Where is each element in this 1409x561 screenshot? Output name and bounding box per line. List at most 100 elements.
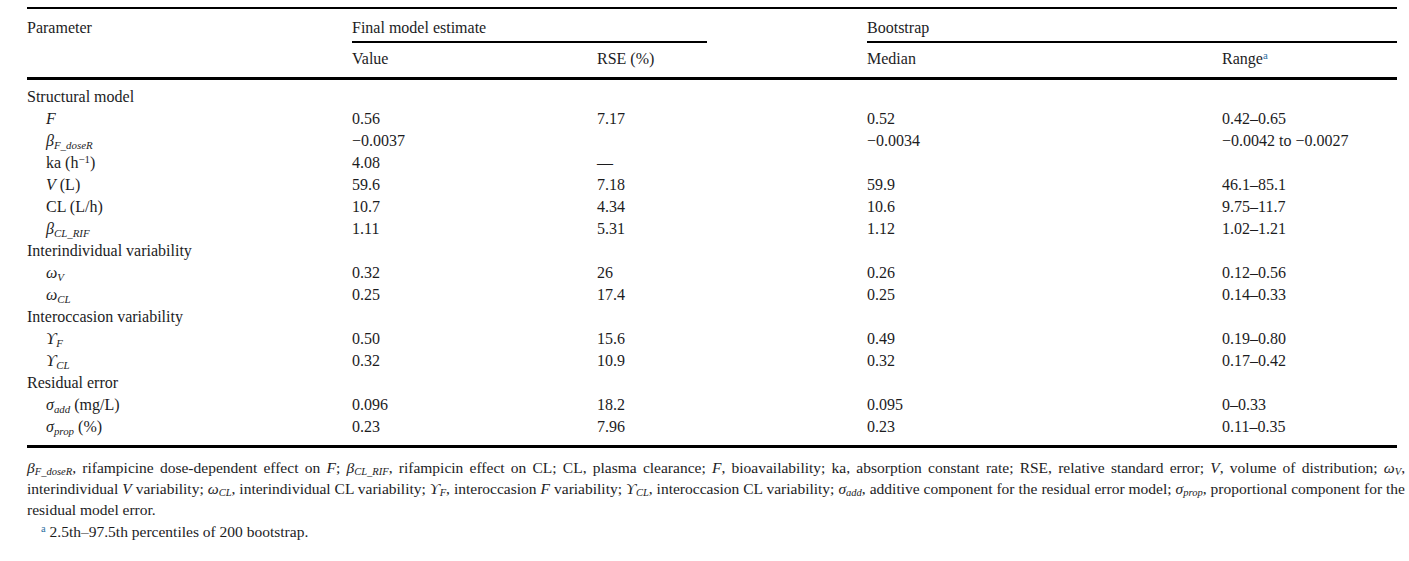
param-label: σadd (mg/L)	[27, 394, 352, 416]
cell-rse: 26	[597, 262, 867, 284]
table-row: βCL_RIF 1.11 5.31 1.12 1.02–1.21	[27, 218, 1397, 240]
table-footnotes: βF_doseR, rifampicine dose-dependent eff…	[27, 457, 1405, 542]
cell-range: 0.14–0.33	[1222, 284, 1397, 306]
cell-rse: 5.31	[597, 218, 867, 240]
cell-range: 9.75–11.7	[1222, 196, 1397, 218]
bootstrap-note-text: 2.5th–97.5th percentiles of 200 bootstra…	[50, 523, 309, 540]
table-row: Structural model	[27, 78, 1397, 108]
cell-median: 0.32	[867, 350, 1222, 372]
table-row: Residual error	[27, 372, 1397, 394]
column-header-value: Value	[352, 43, 597, 78]
param-label: F	[27, 108, 352, 130]
param-label: ωV	[27, 262, 352, 284]
cell-range	[1222, 78, 1397, 108]
table-row: σadd (mg/L) 0.096 18.2 0.095 0–0.33	[27, 394, 1397, 416]
column-header-median: Median	[867, 43, 1222, 78]
cell-median: 0.49	[867, 328, 1222, 350]
param-label: ϒF	[27, 328, 352, 350]
cell-median	[867, 78, 1222, 108]
cell-value	[352, 306, 597, 328]
cell-range: 46.1–85.1	[1222, 174, 1397, 196]
table-header: Parameter Final model estimate Bootstrap…	[27, 8, 1397, 78]
cell-median: −0.0034	[867, 130, 1222, 152]
abbreviations-note: βF_doseR, rifampicine dose-dependent eff…	[27, 457, 1405, 520]
table-row: ωV 0.32 26 0.26 0.12–0.56	[27, 262, 1397, 284]
table-row: ϒCL 0.32 10.9 0.32 0.17–0.42	[27, 350, 1397, 372]
cell-median: 0.52	[867, 108, 1222, 130]
group-label-bootstrap: Bootstrap	[867, 18, 1397, 43]
cell-value	[352, 240, 597, 262]
cell-value: 4.08	[352, 152, 597, 174]
table-row: Interindividual variability	[27, 240, 1397, 262]
cell-rse: 7.96	[597, 416, 867, 447]
table-row: V (L) 59.6 7.18 59.9 46.1–85.1	[27, 174, 1397, 196]
param-label: σprop (%)	[27, 416, 352, 447]
param-label: βCL_RIF	[27, 218, 352, 240]
param-label: Structural model	[27, 78, 352, 108]
cell-range: 0.12–0.56	[1222, 262, 1397, 284]
cell-rse: —	[597, 152, 867, 174]
paper-table-page: Parameter Final model estimate Bootstrap…	[0, 0, 1409, 542]
cell-value: 10.7	[352, 196, 597, 218]
cell-range: 0.19–0.80	[1222, 328, 1397, 350]
cell-range	[1222, 152, 1397, 174]
param-label: Interoccasion variability	[27, 306, 352, 328]
cell-value: 0.50	[352, 328, 597, 350]
cell-rse: 7.17	[597, 108, 867, 130]
cell-value: 0.32	[352, 350, 597, 372]
table-row: βF_doseR −0.0037 −0.0034 −0.0042 to −0.0…	[27, 130, 1397, 152]
column-header-range: Rangea	[1222, 43, 1397, 78]
range-footnote-link[interactable]: a	[1263, 49, 1268, 61]
column-header-parameter: Parameter	[27, 8, 352, 78]
cell-value: 0.23	[352, 416, 597, 447]
param-label: Interindividual variability	[27, 240, 352, 262]
cell-range: 0–0.33	[1222, 394, 1397, 416]
cell-value: 0.56	[352, 108, 597, 130]
cell-value	[352, 372, 597, 394]
cell-value: 0.096	[352, 394, 597, 416]
table-body: Structural model F 0.56 7.17 0.52 0.42–0…	[27, 78, 1397, 446]
cell-rse	[597, 78, 867, 108]
cell-rse	[597, 130, 867, 152]
cell-median: 1.12	[867, 218, 1222, 240]
cell-value: 59.6	[352, 174, 597, 196]
cell-rse: 4.34	[597, 196, 867, 218]
param-label: ωCL	[27, 284, 352, 306]
column-group-bootstrap: Bootstrap	[867, 8, 1397, 43]
cell-rse	[597, 306, 867, 328]
cell-rse	[597, 240, 867, 262]
param-label: ka (h−1)	[27, 152, 352, 174]
cell-range	[1222, 372, 1397, 394]
header-group-row: Parameter Final model estimate Bootstrap	[27, 8, 1397, 43]
cell-rse: 15.6	[597, 328, 867, 350]
cell-median	[867, 306, 1222, 328]
cell-value	[352, 78, 597, 108]
cell-value: 0.25	[352, 284, 597, 306]
param-label: V (L)	[27, 174, 352, 196]
cell-median	[867, 152, 1222, 174]
table-row: σprop (%) 0.23 7.96 0.23 0.11–0.35	[27, 416, 1397, 447]
cell-median	[867, 240, 1222, 262]
param-label: ϒCL	[27, 350, 352, 372]
cell-range: 1.02–1.21	[1222, 218, 1397, 240]
cell-value: −0.0037	[352, 130, 597, 152]
table-row: ka (h−1) 4.08 —	[27, 152, 1397, 174]
cell-range: 0.42–0.65	[1222, 108, 1397, 130]
column-header-rse: RSE (%)	[597, 43, 867, 78]
cell-range	[1222, 240, 1397, 262]
cell-median: 0.095	[867, 394, 1222, 416]
cell-median: 10.6	[867, 196, 1222, 218]
cell-value: 0.32	[352, 262, 597, 284]
table-row: F 0.56 7.17 0.52 0.42–0.65	[27, 108, 1397, 130]
cell-rse: 17.4	[597, 284, 867, 306]
table-row: ωCL 0.25 17.4 0.25 0.14–0.33	[27, 284, 1397, 306]
range-label: Range	[1222, 50, 1263, 67]
column-group-final-model: Final model estimate	[352, 8, 867, 43]
cell-median	[867, 372, 1222, 394]
footnote-a-marker: a	[41, 523, 46, 534]
table-row: CL (L/h) 10.7 4.34 10.6 9.75–11.7	[27, 196, 1397, 218]
cell-range: 0.11–0.35	[1222, 416, 1397, 447]
cell-rse	[597, 372, 867, 394]
parameter-table: Parameter Final model estimate Bootstrap…	[27, 7, 1397, 448]
cell-range	[1222, 306, 1397, 328]
